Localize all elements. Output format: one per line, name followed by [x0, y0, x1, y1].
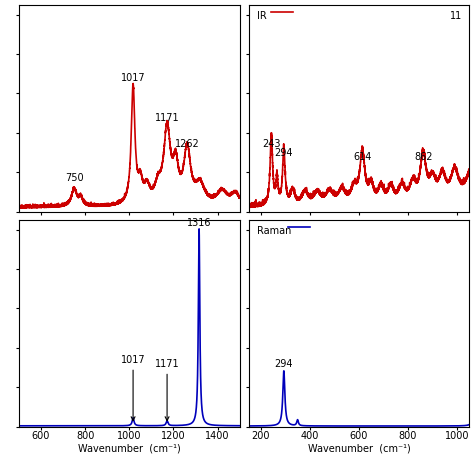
Text: 862: 862 — [414, 152, 432, 162]
Text: 1316: 1316 — [187, 218, 211, 228]
Text: 11: 11 — [450, 11, 463, 21]
Text: 243: 243 — [262, 139, 281, 149]
Text: 1171: 1171 — [155, 359, 179, 420]
Text: 614: 614 — [353, 152, 372, 162]
Text: 1171: 1171 — [155, 113, 179, 123]
Text: 294: 294 — [274, 359, 293, 369]
X-axis label: Wavenumber  (cm⁻¹): Wavenumber (cm⁻¹) — [78, 444, 181, 454]
Text: 1017: 1017 — [121, 355, 146, 420]
Text: IR: IR — [257, 11, 267, 21]
Text: 1262: 1262 — [175, 139, 200, 149]
Text: 750: 750 — [65, 173, 83, 182]
X-axis label: Wavenumber  (cm⁻¹): Wavenumber (cm⁻¹) — [308, 444, 410, 454]
Text: 1017: 1017 — [121, 73, 146, 83]
Text: Raman: Raman — [257, 226, 292, 236]
Text: 1072: 1072 — [0, 473, 1, 474]
Text: 294: 294 — [274, 148, 293, 158]
